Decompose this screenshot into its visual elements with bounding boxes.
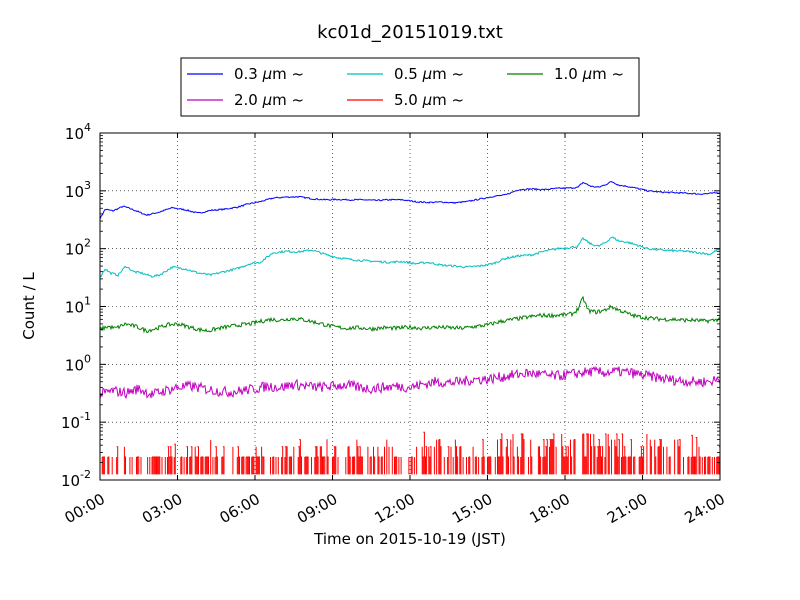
series-line-0-3	[99, 181, 721, 220]
x-tick-label: 21:00	[604, 490, 650, 527]
legend-label-5-0: 5.0 μm ~	[394, 91, 464, 109]
legend-label-0-5: 0.5 μm ~	[394, 65, 464, 83]
x-tick-label: 15:00	[449, 490, 495, 527]
series-lines	[99, 181, 721, 475]
y-tick-label: 104	[65, 121, 91, 143]
x-tick-label: 03:00	[139, 490, 185, 527]
y-tick-label: 10-1	[61, 410, 91, 432]
x-tick-label: 18:00	[527, 490, 573, 527]
y-tick-label: 103	[65, 179, 91, 201]
y-axis-label: Count / L	[20, 272, 38, 340]
x-tick-label: 09:00	[294, 490, 340, 527]
series-line-0-5	[99, 236, 721, 278]
y-tick-label: 101	[65, 295, 91, 317]
y-tick-label: 100	[65, 352, 91, 374]
axis-ticks	[99, 132, 721, 481]
legend-label-2-0: 2.0 μm ~	[234, 91, 304, 109]
x-axis-label: Time on 2015-10-19 (JST)	[313, 530, 506, 548]
x-tick-label: 00:00	[62, 490, 108, 527]
x-tick-labels: 00:00 03:00 06:00 09:00 12:00 15:00 18:00 21:00…	[62, 490, 728, 527]
legend-label-0-3: 0.3 μm ~	[234, 65, 304, 83]
series-line-1-0	[99, 295, 721, 334]
legend: 0.3 μm ~ 0.5 μm ~ 1.0 μm ~ 2.0 μm ~ 5.0 μm ~	[180, 57, 640, 117]
y-tick-labels: 10-2 10-1 100 101 102 103 104	[61, 121, 91, 490]
y-tick-label: 102	[65, 237, 91, 259]
legend-label-1-0: 1.0 μm ~	[554, 65, 624, 83]
chart-title: kc01d_20151019.txt	[317, 22, 503, 43]
x-tick-label: 24:00	[682, 490, 728, 527]
x-tick-label: 12:00	[372, 490, 418, 527]
y-tick-label: 10-2	[61, 468, 91, 490]
legend-box	[180, 57, 640, 117]
series-line-2-0	[99, 365, 721, 400]
x-tick-label: 06:00	[217, 490, 263, 527]
grid	[100, 133, 720, 480]
